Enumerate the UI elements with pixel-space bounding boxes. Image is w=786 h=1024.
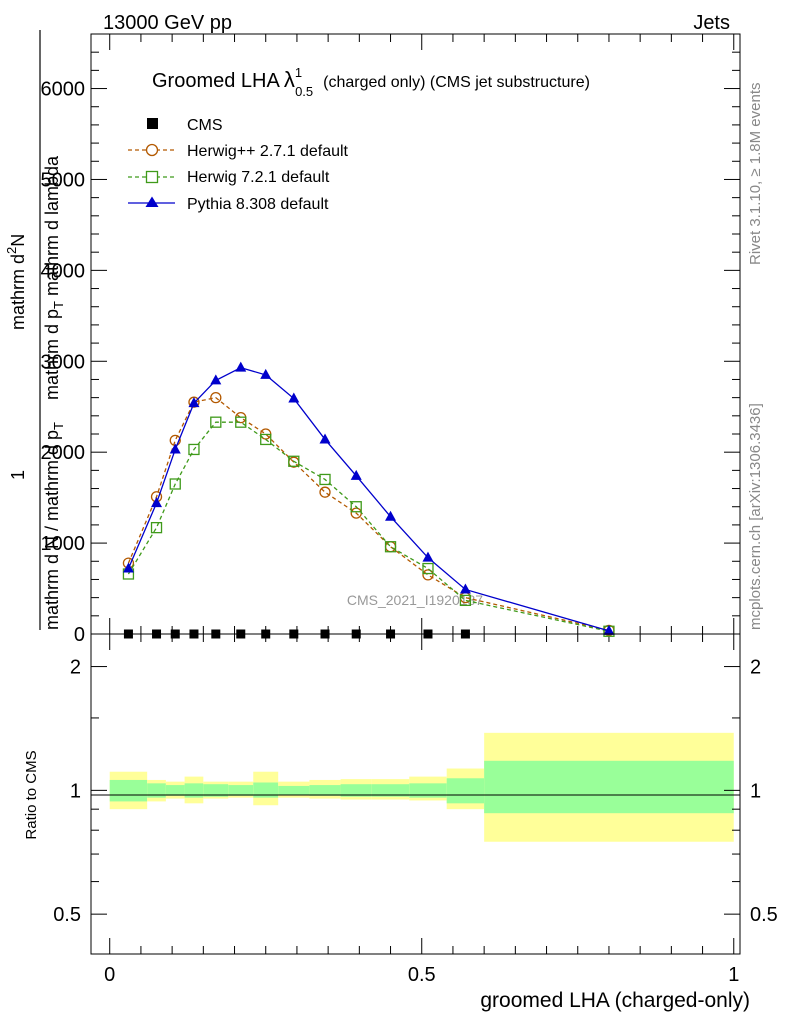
legend-pythia-label: Pythia 8.308 default xyxy=(187,196,329,213)
legend-herwigpp-marker xyxy=(145,143,159,157)
ylabel-numerator: mathrm d2N xyxy=(4,234,28,330)
herwig7-point xyxy=(384,541,397,553)
pythia-point xyxy=(151,497,163,508)
ratio-y-tick-label-right: 0.5 xyxy=(750,904,778,926)
herwig7-point xyxy=(235,416,247,428)
pythia-point xyxy=(122,562,134,573)
pythia-point xyxy=(422,551,434,562)
header-right: Jets xyxy=(693,12,730,34)
herwig7-point xyxy=(350,501,362,513)
herwig7-point xyxy=(260,433,272,446)
main-y-ticks: 0 1000 2000 3000 4000 5000 6000 xyxy=(41,33,740,646)
y-tick-label: 1000 xyxy=(41,533,86,555)
ratio-stat-band xyxy=(340,784,372,797)
mcplots-label: mcplots.cern.ch [arXiv:1306.3436] xyxy=(747,403,764,630)
y-tick-label: 3000 xyxy=(41,351,86,373)
herwig7-point xyxy=(459,594,472,607)
ratio-stat-band xyxy=(278,785,310,795)
ylabel-denominator: mathrm d pT mathrm d lambda xyxy=(42,155,66,400)
ratio-stat-band xyxy=(309,785,341,796)
herwig7-point xyxy=(288,455,300,467)
x-axis-label: groomed LHA (charged-only) xyxy=(480,989,750,1012)
plot-title: Groomed LHA λ1 0.5 (charged only) (CMS jet … xyxy=(152,65,590,99)
ratio-stat-band xyxy=(165,785,185,796)
x-tick-label: 1 xyxy=(728,964,739,986)
ratio-stat-band xyxy=(203,784,229,797)
pythia-point xyxy=(188,397,200,408)
ratio-stat-band xyxy=(409,783,447,798)
watermark: CMS_2021_I1920187 xyxy=(347,592,483,608)
ratio-stat-band xyxy=(228,785,254,796)
herwig7-point xyxy=(422,562,434,575)
x-tick-label: 0.5 xyxy=(408,964,436,986)
title-rest: (charged only) (CMS jet substructure) xyxy=(323,74,590,91)
legend-herwigpp-label: Herwig++ 2.7.1 default xyxy=(187,143,349,160)
herwig7-point xyxy=(188,443,200,456)
ratio-y-tick-label: 1 xyxy=(70,780,81,802)
pythia-point xyxy=(459,583,471,594)
series-line xyxy=(127,396,610,631)
herwig7-point xyxy=(319,473,331,486)
title-sup: 1 xyxy=(295,65,302,80)
herwig7-point xyxy=(150,521,163,534)
legend-herwig7-marker xyxy=(145,170,159,184)
rivet-label: Rivet 3.1.10, ≥ 1.8M events xyxy=(747,83,764,266)
herwigpp-point xyxy=(210,391,222,404)
ratio-y-tick-label: 2 xyxy=(70,657,81,679)
herwig7-point xyxy=(169,478,181,490)
legend-cms-marker xyxy=(147,118,158,129)
herwig7-point xyxy=(210,416,222,428)
ratio-y-label: Ratio to CMS xyxy=(23,750,40,839)
pythia-point xyxy=(603,624,615,635)
y-tick-label: 2000 xyxy=(41,442,86,464)
header-left: 13000 GeV pp xyxy=(103,12,232,34)
pythia-point xyxy=(288,392,300,403)
pythia-point xyxy=(169,443,181,454)
ratio-stat-band xyxy=(371,784,410,797)
y-tick-label: 6000 xyxy=(41,79,86,101)
y-tick-label: 0 xyxy=(74,624,85,646)
title-sub: 0.5 xyxy=(295,84,313,99)
pythia-point xyxy=(235,361,247,372)
legend: CMS Herwig++ 2.7.1 default Herwig 7.2.1 … xyxy=(128,117,349,213)
ylabel-frac-1: 1 xyxy=(8,470,28,480)
x-tick-label: 0 xyxy=(104,964,115,986)
ratio-stat-band xyxy=(446,778,485,804)
y-tick-label: 4000 xyxy=(41,260,86,282)
legend-herwig7-label: Herwig 7.2.1 default xyxy=(187,169,330,186)
ratio-y-tick-label-right: 1 xyxy=(750,780,761,802)
series-line xyxy=(127,421,610,632)
pythia-point xyxy=(210,374,222,385)
legend-pythia-marker xyxy=(145,196,159,207)
legend-cms-label: CMS xyxy=(187,117,223,134)
ratio-bands xyxy=(109,732,734,842)
ratio-stat-band xyxy=(484,760,734,814)
main-y-label: 1 mathrm d N / mathrm d pT mathrm d2N ma… xyxy=(4,30,66,630)
ratio-panel-frame xyxy=(90,633,741,955)
ylabel-frac-den: mathrm d N / mathrm d pT xyxy=(42,422,66,630)
main-x-ticks: 0 0.5 1 xyxy=(104,34,739,986)
ratio-stat-band xyxy=(253,782,279,798)
y-tick-label: 5000 xyxy=(41,169,86,191)
ratio-y-tick-label-right: 2 xyxy=(750,657,761,679)
series-line xyxy=(127,366,610,632)
pythia-point xyxy=(350,469,362,480)
title-lambda: λ xyxy=(284,67,295,92)
ratio-stat-band xyxy=(147,783,166,798)
pythia-point xyxy=(319,433,331,444)
title-main: Groomed LHA xyxy=(152,70,280,92)
ratio-stat-band xyxy=(184,783,204,798)
ratio-y-tick-label: 0.5 xyxy=(53,904,81,926)
herwigpp-point xyxy=(319,486,331,498)
herwigpp-point xyxy=(422,569,434,581)
pythia-point xyxy=(385,510,397,521)
ratio-ticks: 0.5 0.5 1 1 2 2 xyxy=(53,657,778,927)
ratio-stat-band xyxy=(109,779,148,802)
pythia-point xyxy=(260,368,272,379)
